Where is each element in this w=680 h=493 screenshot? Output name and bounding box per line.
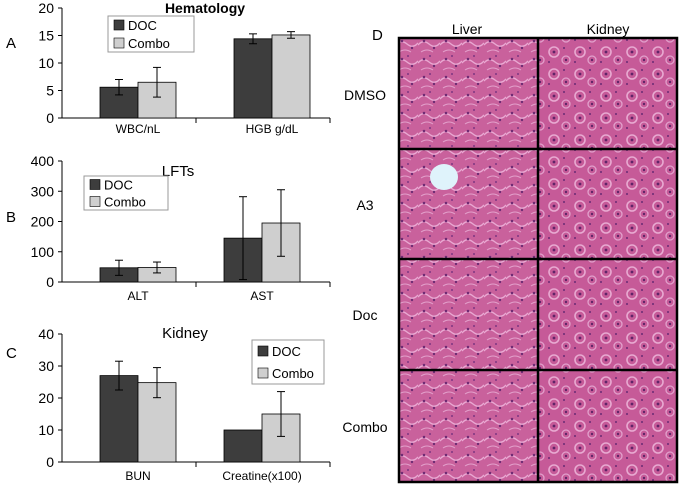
panel-letter-d: D	[372, 27, 383, 44]
x-tick-label: Creatine(x100)	[222, 469, 301, 483]
x-tick-label: HGB g/dL	[246, 122, 299, 136]
lfts-chart: 0 100 200 300 400 ALT AST LFTs DOC Combo	[31, 153, 331, 303]
y-tick-label: 10	[38, 422, 54, 438]
chart-title: LFTs	[162, 163, 195, 180]
legend-swatch	[89, 196, 101, 207]
y-tick-label: 20	[38, 0, 54, 16]
y-tick-label: 10	[38, 55, 54, 71]
legend-swatch	[257, 345, 269, 357]
row-label-dmso: DMSO	[344, 87, 386, 103]
micrograph-kidney-doc	[538, 259, 677, 370]
y-tick-label: 400	[31, 153, 55, 169]
y-tick-label: 0	[46, 454, 54, 470]
x-tick-label: ALT	[127, 289, 149, 303]
legend-swatch	[113, 19, 125, 31]
micrograph-kidney-a3	[538, 149, 677, 259]
x-tick-label: BUN	[125, 469, 150, 483]
bar	[271, 34, 311, 119]
y-tick-label: 40	[38, 326, 54, 342]
micrograph-kidney-combo	[538, 370, 677, 482]
legend-label: Combo	[128, 36, 170, 51]
y-tick-label: 0	[46, 110, 54, 126]
legend-label: Combo	[104, 195, 146, 210]
x-tick-label: AST	[250, 289, 274, 303]
chart-title: Hematology	[165, 0, 245, 16]
y-tick-label: 30	[38, 358, 54, 374]
micrograph-liver-a3	[399, 149, 538, 259]
row-label-doc: Doc	[353, 307, 378, 323]
column-label-liver: Liver	[452, 21, 483, 37]
legend-swatch	[257, 367, 269, 379]
legend-label: Combo	[272, 366, 314, 381]
y-tick-label: 100	[31, 244, 55, 260]
histology-grid: Liver Kidney DMSO A3 Doc Combo	[342, 21, 679, 484]
legend-swatch	[113, 37, 125, 49]
y-tick-label: 200	[31, 214, 55, 230]
panel-letter-b: B	[6, 209, 16, 226]
legend-label: DOC	[104, 178, 133, 193]
panel-letter-c: C	[6, 345, 17, 362]
panel-letter-a: A	[6, 35, 16, 52]
y-tick-label: 0	[46, 274, 54, 290]
micrograph-liver-dmso	[399, 38, 538, 149]
y-tick-label: 5	[46, 83, 54, 99]
row-label-a3: A3	[356, 197, 373, 213]
bar	[223, 429, 263, 463]
kidney-chart: 0 10 20 30 40 BUN Creatine(x100) Kidney DOC Combo	[38, 325, 331, 483]
bar	[233, 38, 273, 119]
micrograph-liver-combo	[399, 370, 538, 482]
y-tick-label: 300	[31, 183, 55, 199]
central-vein	[430, 164, 458, 190]
legend-label: DOC	[272, 344, 301, 359]
column-label-kidney: Kidney	[587, 21, 630, 37]
y-tick-label: 20	[38, 390, 54, 406]
hematology-chart: 0 5 10 15 20 WBC/nL HGB g/dL Hematology DOC Combo	[38, 0, 331, 136]
legend-swatch	[89, 179, 101, 190]
legend-label: DOC	[128, 18, 157, 33]
x-tick-label: WBC/nL	[116, 122, 161, 136]
chart-title: Kidney	[162, 325, 208, 342]
micrograph-liver-doc	[399, 259, 538, 370]
y-tick-label: 15	[38, 28, 54, 44]
micrograph-kidney-dmso	[538, 38, 677, 149]
row-label-combo: Combo	[342, 419, 387, 435]
